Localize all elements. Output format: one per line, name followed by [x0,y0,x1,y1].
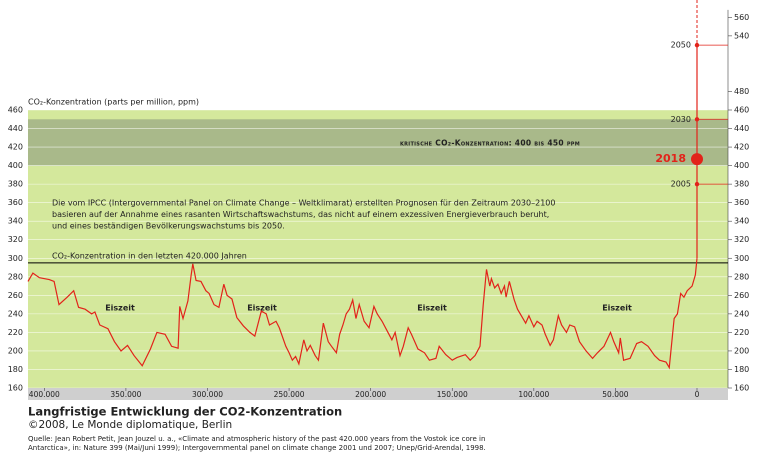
y-axis-label: CO₂-Konzentration (parts per million, pp… [28,98,199,107]
data-line [27,258,698,370]
annotation: Eiszeit [247,304,277,313]
projection-point [694,117,700,122]
y-tick-label: 240 [8,309,23,318]
y2-tick-label: 240 [734,309,749,318]
y-tick-label: 420 [8,143,23,152]
projection-label: 2030 [671,115,691,124]
y-tick-label: 260 [8,291,23,300]
y2-tick-label: 420 [734,143,749,152]
y2-tick-label: 380 [734,180,749,189]
note-text: und eines beständigen Bevölkerungswachst… [52,222,285,231]
annotation: Eiszeit [105,304,135,313]
y2-tick-label: 220 [734,328,749,337]
y-tick-label: 300 [8,254,23,263]
y2-tick-label: 260 [734,291,749,300]
y2-tick-label: 480 [734,87,749,96]
subtitle: ©2008, Le Monde diplomatique, Berlin [28,419,232,431]
note-text: Die vom IPCC (Intergovernmental Panel on… [52,199,555,208]
y2-tick-label: 400 [734,161,749,170]
projection-point [694,42,700,48]
y-tick-label: 320 [8,235,23,244]
x-tick-label: 200.000 [355,390,386,399]
x-tick-label: 150.000 [437,390,468,399]
y-tick-label: 160 [8,384,23,393]
projection-point [690,153,703,166]
y-tick-label: 220 [8,328,23,337]
y2-tick-label: 340 [734,217,749,226]
projection-point [694,181,700,187]
y-tick-label: 440 [8,124,23,133]
projection-label: 2050 [671,41,691,50]
x-tick-label: 400.000 [29,390,60,399]
threshold-label: CO₂-Konzentration in den letzten 420.000… [52,251,247,260]
critical-band [28,119,728,166]
y-tick-label: 280 [8,272,23,281]
annotation: Eiszeit [602,304,632,313]
y-tick-label: 340 [8,217,23,226]
y-tick-label: 180 [8,365,23,374]
projection-label: 2005 [671,180,691,189]
annotation: Eiszeit [417,304,447,313]
y-tick-label: 360 [8,198,23,207]
y2-tick-label: 440 [734,124,749,133]
y2-tick-label: 300 [734,254,749,263]
x-tick-label: 300.000 [192,390,223,399]
y2-tick-label: 280 [734,272,749,281]
y2-tick-label: 160 [734,384,749,393]
source: Quelle: Jean Robert Petit, Jean Jouzel u… [28,435,485,443]
note-text: basieren auf der Annahme eines rasanten … [52,210,549,219]
x-tick-label: 350.000 [110,390,141,399]
y-tick-label: 200 [8,346,23,355]
x-tick-label: 50.000 [602,390,628,399]
x-tick-label: 250.000 [274,390,305,399]
y2-tick-label: 200 [734,346,749,355]
y2-tick-label: 180 [734,365,749,374]
projection-label: 2018 [655,152,686,165]
chart-title: Langfristige Entwicklung der CO2-Konzent… [28,405,342,419]
y2-tick-label: 360 [734,198,749,207]
y2-tick-label: 320 [734,235,749,244]
y-tick-label: 460 [8,106,23,115]
x-tick-label: 0 [695,390,700,399]
band-label: kritische CO₂-Konzentration: 400 bis 450… [400,138,580,147]
y2-tick-label: 560 [734,13,749,22]
y-tick-label: 380 [8,180,23,189]
x-axis-strip [28,388,728,400]
source: Antarctica», in: Nature 399 (Mai/Juni 19… [28,444,486,452]
x-tick-label: 100.000 [518,390,549,399]
y2-tick-label: 460 [734,106,749,115]
y2-tick-label: 540 [734,31,749,40]
y-tick-label: 400 [8,161,23,170]
